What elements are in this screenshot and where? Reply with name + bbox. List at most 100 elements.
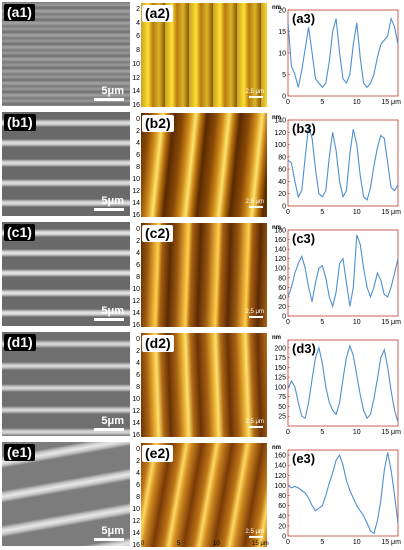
x-tick-label: 15 μm — [381, 99, 401, 106]
y-tick-label: 100 — [274, 483, 286, 490]
afm-scale-label: 2.5 μm — [245, 309, 264, 315]
afm-image: (d2) 2.5 μm — [141, 333, 267, 437]
y-tick-label: 60 — [278, 285, 286, 292]
afm-scale-bar — [249, 536, 263, 538]
y-tick-label: 120 — [274, 473, 286, 480]
afm-y-tick: 14 — [132, 88, 140, 96]
height-profile-chart: nm 25 50 75 100 125 150 175 200 0 5 10 15 μm (d3) — [272, 335, 401, 436]
profile-line — [287, 452, 399, 535]
y-tick-label: 100 — [274, 384, 286, 391]
x-tick-label: 15 μm — [381, 319, 401, 326]
afm-panel-label: (c2) — [142, 225, 173, 242]
x-tick-label: 10 — [353, 319, 361, 326]
y-tick-label: 5 — [282, 72, 286, 79]
afm-scale-bar — [249, 426, 263, 428]
plot-frame — [287, 339, 399, 427]
afm-y-tick: 4 — [136, 360, 140, 367]
afm-y-tick: 8 — [136, 164, 140, 171]
plot-frame — [287, 119, 399, 207]
afm-y-tick: 2 — [136, 6, 140, 13]
afm-y-tick: 0 — [136, 336, 140, 343]
x-tick-label: 5 — [320, 209, 324, 216]
afm-y-tick: 6 — [136, 152, 140, 159]
y-tick-label: 75 — [278, 394, 286, 401]
afm-y-tick: 6 — [136, 33, 140, 41]
sem-image: (e1) 5μm — [2, 442, 130, 546]
x-tick-label: 10 — [353, 99, 361, 106]
x-tick-label: 5 — [320, 429, 324, 436]
plot-panel-label: (c3) — [292, 231, 315, 246]
afm-y-tick: 6 — [136, 372, 140, 379]
y-tick-label: 140 — [274, 118, 286, 125]
plot-panel-label: (d3) — [292, 341, 316, 356]
sem-image: (b1) 5μm — [2, 112, 130, 216]
afm-image: (e2) 2.5 μm — [141, 443, 267, 547]
sem-panel-label: (d1) — [4, 334, 36, 351]
afm-y-tick: 6 — [136, 482, 140, 489]
afm-y-tick: 14 — [132, 310, 140, 317]
afm-image: (a2) 2.5 μm — [141, 3, 267, 107]
afm-scale-label: 2.5 μm — [245, 419, 264, 425]
afm-y-tick: 10 — [132, 176, 140, 183]
afm-y-tick: 4 — [136, 470, 140, 477]
sem-panel-label: (e1) — [4, 444, 35, 461]
afm-y-tick: 10 — [132, 286, 140, 293]
sem-scale-label: 5μm — [101, 525, 124, 537]
afm-y-tick: 2 — [136, 128, 140, 135]
y-tick-label: 200 — [274, 345, 286, 352]
afm-y-tick: 2 — [136, 238, 140, 245]
afm-y-tick: 2 — [136, 458, 140, 465]
y-tick-label: 0 — [282, 94, 286, 101]
figure-row: (e1) 5μm 0 2 4 6 8 10 12 14 16 (e2) 2.5 μm nm 0 20 40 60 8… — [0, 440, 404, 549]
afm-x-tick: 0 — [141, 541, 145, 547]
figure-row: (c1) 5μm 0 2 4 6 8 10 12 14 16 (c2) 2.5 μm nm 0 20 40 60 8… — [0, 220, 404, 329]
afm-y-tick: 4 — [136, 140, 140, 147]
y-unit-label: nm — [272, 115, 281, 121]
y-tick-label: 120 — [274, 130, 286, 137]
figure-row: (a1) 5μm 2 4 6 8 10 12 14 16 (a2) 2.5 μm nm 0 5 10 15 20 0… — [0, 0, 404, 109]
afm-y-tick: 8 — [136, 274, 140, 281]
sem-scale-bar — [94, 428, 124, 431]
afm-y-tick: 16 — [132, 102, 140, 109]
sem-panel-label: (c1) — [4, 224, 35, 241]
y-tick-label: 40 — [278, 294, 286, 301]
y-tick-label: 20 — [278, 523, 286, 530]
afm-y-tick: 12 — [132, 298, 140, 305]
x-tick-label: 15 μm — [381, 429, 401, 436]
afm-panel-label: (b2) — [142, 115, 174, 132]
height-profile-chart: nm 0 20 40 60 80 100 120 140 160 0 5 10 15 μm (e3) — [272, 445, 401, 546]
sem-scale-label: 5μm — [101, 415, 124, 427]
x-tick-label: 5 — [320, 99, 324, 106]
plot-frame — [287, 229, 399, 317]
y-tick-label: 160 — [274, 453, 286, 460]
y-unit-label: nm — [272, 5, 281, 11]
y-tick-label: 20 — [278, 304, 286, 311]
afm-y-tick: 16 — [132, 322, 140, 329]
afm-y-tick: 2 — [136, 348, 140, 355]
afm-y-tick: 8 — [136, 47, 140, 55]
x-tick-label: 0 — [286, 539, 290, 546]
height-profile-chart: nm 0 20 40 60 80 100 120 140 0 5 10 15 μm (b3) — [272, 115, 401, 216]
sem-scale-bar — [94, 208, 124, 211]
afm-panel-label: (d2) — [142, 335, 174, 352]
height-profile-chart: nm 0 20 40 60 80 100 120 140 160 180 0 5 10 15 μm (c3) — [272, 225, 401, 326]
y-tick-label: 20 — [278, 8, 286, 15]
afm-y-tick: 0 — [136, 226, 140, 233]
sem-scale-label: 5μm — [101, 305, 124, 317]
sem-panel-label: (b1) — [4, 114, 36, 131]
y-tick-label: 120 — [274, 256, 286, 263]
y-tick-label: 60 — [278, 167, 286, 174]
height-profile-chart: nm 0 5 10 15 20 0 5 10 15 μm (a3) — [272, 5, 401, 106]
afm-y-tick: 14 — [132, 200, 140, 207]
afm-y-tick: 16 — [132, 542, 140, 549]
afm-scale-label: 2.5 μm — [245, 89, 264, 95]
afm-panel-label: (e2) — [142, 445, 173, 462]
plot-panel-label: (a3) — [292, 11, 315, 26]
afm-scale-bar — [249, 316, 263, 318]
y-tick-label: 125 — [274, 375, 286, 382]
sem-scale-bar — [94, 98, 124, 101]
y-tick-label: 0 — [282, 204, 286, 211]
afm-y-tick: 14 — [132, 420, 140, 427]
figure-row: (b1) 5μm 0 2 4 6 8 10 12 14 16 (b2) 2.5 μm nm 0 20 40 60 8… — [0, 110, 404, 219]
